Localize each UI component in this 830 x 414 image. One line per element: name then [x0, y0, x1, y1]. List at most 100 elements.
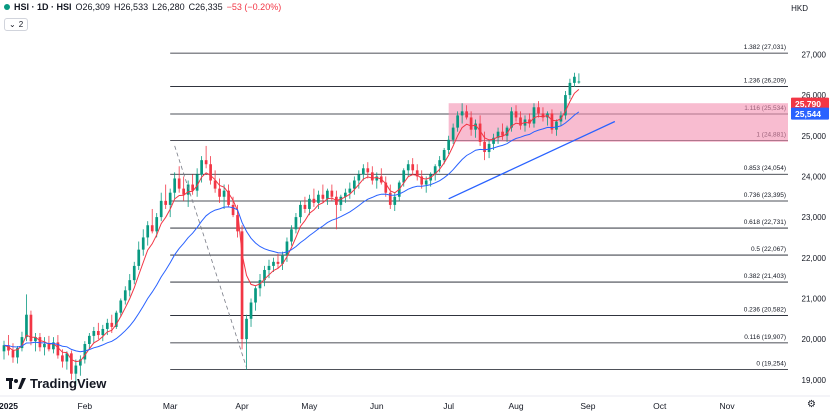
close-value: C26,335 [188, 2, 223, 12]
candle-body [164, 200, 168, 205]
settings-gear-icon[interactable]: ⚙ [807, 399, 816, 410]
price-tick-label: 19,000 [802, 376, 827, 385]
resistance-zone [448, 103, 788, 142]
candle-body [384, 182, 388, 193]
candle-body [308, 198, 311, 209]
candle-body [281, 255, 284, 264]
high-value: H26,533 [114, 2, 149, 12]
candle-body [105, 322, 109, 329]
candle-body [326, 190, 329, 199]
candle-body [267, 265, 271, 270]
fib-level-label: 0.618 (22,731) [744, 219, 786, 226]
candle-body [424, 180, 428, 185]
candle-body [492, 137, 495, 144]
candle-body [330, 190, 334, 197]
candle-body [191, 184, 194, 191]
price-tag-label: 25,790 [795, 99, 821, 109]
fib-level-label: 1.382 (27,031) [744, 44, 786, 51]
candle-body [573, 76, 576, 83]
candle-body [56, 342, 60, 356]
candle-body [370, 172, 374, 181]
candle-body [420, 176, 424, 185]
candle-body [312, 198, 316, 203]
candle-body [16, 348, 19, 358]
time-axis[interactable]: 2025 Feb Mar Apr May Jun Jul Aug Sep Oct Nov [0, 395, 830, 411]
candle-body [25, 314, 28, 338]
candle-body [231, 204, 235, 216]
candle-body [478, 123, 482, 142]
candle-body [402, 170, 406, 183]
candle-body [442, 149, 446, 161]
price-tick-label: 23,000 [802, 213, 827, 222]
candle-body [303, 204, 307, 209]
candle-body [70, 353, 73, 374]
candle-body [137, 249, 141, 266]
price-axis[interactable]: 19,000 20,000 21,000 22,000 23,000 24,000 25,0… [791, 50, 829, 385]
candle-body [236, 215, 239, 232]
candle-body [519, 117, 522, 126]
candle-body [177, 178, 181, 189]
candle-body [101, 328, 105, 336]
time-tick-label: Oct [653, 401, 667, 411]
tradingview-logo[interactable]: TradingView [6, 376, 106, 391]
candle-body [451, 127, 455, 140]
change-value: −53 (−0.20%) [226, 2, 282, 12]
candle-body [92, 330, 96, 336]
candle-body [218, 188, 221, 197]
symbol-label[interactable]: HSI · 1D · HSI [14, 2, 72, 12]
candle-body [186, 184, 190, 195]
candle-body [11, 350, 15, 358]
candle-body [47, 344, 51, 350]
candle-body [159, 200, 163, 218]
candle-body [20, 337, 24, 349]
candle-body [245, 318, 248, 340]
price-tick-label: 27,000 [802, 50, 827, 59]
time-tick-label: Aug [508, 401, 523, 411]
candle-body [65, 353, 69, 362]
fib-level-label: 1.236 (26,209) [744, 78, 786, 85]
candle-body [2, 345, 6, 352]
candle-body [132, 265, 136, 281]
time-tick-label: May [301, 401, 318, 411]
candle-body [568, 82, 572, 96]
fib-level-label: 0.116 (19,907) [744, 334, 786, 341]
candle-body [411, 164, 415, 171]
candle-body [393, 196, 397, 205]
fib-level-label: 0 (19,254) [756, 360, 786, 367]
candle-body [299, 204, 302, 218]
price-tag-label: 25,544 [795, 109, 821, 119]
candle-body [83, 344, 87, 360]
candle-body [339, 196, 343, 205]
candle-body [294, 217, 298, 230]
chevron-down-icon: ⌄ [9, 20, 16, 29]
trendline [448, 120, 616, 200]
candle-body [541, 113, 545, 118]
drawings [174, 120, 616, 368]
candle-body [43, 344, 46, 348]
candle-body [510, 111, 513, 128]
candle-body [550, 113, 554, 130]
price-tick-label: 21,000 [802, 294, 827, 303]
candle-body [348, 188, 352, 193]
fib-level-label: 0.382 (21,403) [744, 273, 786, 280]
candle-body [155, 217, 159, 232]
candle-body [474, 123, 477, 130]
candle-body [119, 300, 123, 313]
candle-body [222, 190, 226, 197]
candle-body [168, 192, 172, 205]
ema-line [3, 89, 580, 363]
candle-body [254, 288, 257, 303]
candle-body [352, 180, 356, 189]
candle-body [52, 342, 55, 350]
candle-body [96, 330, 100, 336]
candle-body [564, 95, 567, 116]
indicators-toggle-button[interactable]: ⌄ 2 [4, 18, 29, 31]
price-tag [791, 97, 829, 110]
moving-averages [3, 89, 580, 363]
candle-body [433, 166, 437, 175]
candle-body [465, 111, 468, 118]
candle-body [213, 180, 217, 189]
candle-body [150, 225, 154, 232]
candle-body [110, 322, 114, 327]
